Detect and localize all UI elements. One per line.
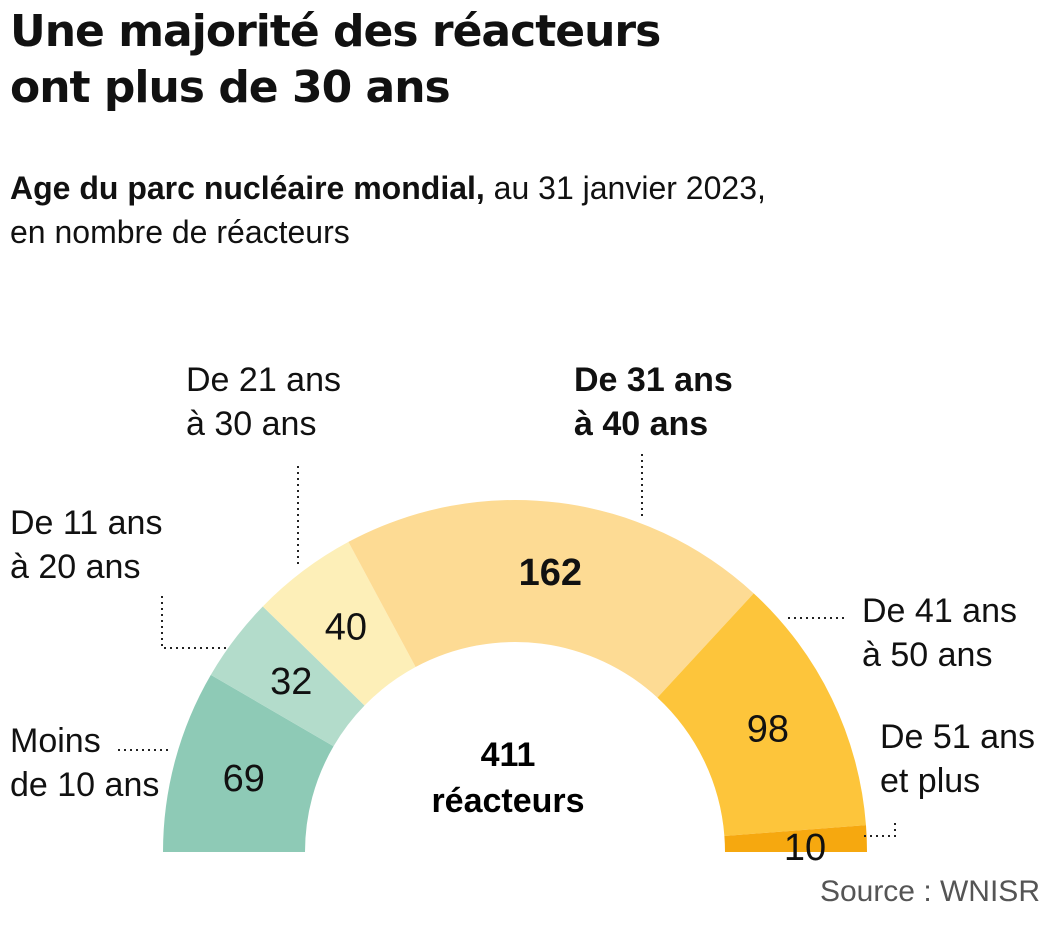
category-label-31-40: De 31 ans à 40 ans: [574, 361, 733, 443]
chart-value-labels: 69 32 40 162 98 10: [223, 552, 827, 869]
slice-51-plus: [724, 825, 868, 852]
subtitle-bold: Age du parc nucléaire mondial,: [10, 170, 485, 206]
center-unit: réacteurs: [431, 782, 584, 820]
source-note: Source : WNISR: [819, 875, 1040, 908]
category-label-51-plus: De 51 ans et plus: [880, 718, 1035, 800]
subtitle-line-2: en nombre de réacteurs: [10, 214, 350, 250]
category-label-41-50: De 41 ans à 50 ans: [862, 592, 1017, 674]
chart-leader-lines: [118, 454, 896, 837]
chart-category-labels: Moins de 10 ans De 11 ans à 20 ans De 21 ans…: [10, 361, 1035, 804]
category-label-21-30: De 21 ans à 30 ans: [186, 361, 341, 443]
value-label-51-plus: 10: [784, 827, 826, 869]
chart-slices: [163, 500, 868, 852]
slice-moins-10: [163, 674, 334, 852]
leader-line-51-plus: [864, 820, 896, 837]
value-label-21-30: 40: [325, 607, 367, 649]
center-total: 411: [481, 736, 536, 774]
subtitle-rest: au 31 janvier 2023,: [484, 170, 766, 206]
chart-subtitle: Age du parc nucléaire mondial, au 31 jan…: [10, 166, 1010, 254]
slice-31-40: [348, 500, 754, 698]
slice-41-50: [657, 593, 866, 836]
value-label-moins-10: 69: [223, 758, 265, 800]
value-label-31-40: 162: [519, 552, 582, 594]
category-label-moins-10: Moins de 10 ans: [10, 722, 159, 804]
value-label-11-20: 32: [270, 661, 312, 703]
slice-21-30: [262, 541, 416, 706]
title-line-2: ont plus de 30 ans: [10, 62, 451, 113]
chart-title: Une majorité des réacteurs ont plus de 30…: [10, 4, 1010, 116]
value-label-41-50: 98: [747, 709, 789, 751]
leader-line-11-20: [161, 596, 228, 649]
slice-11-20: [210, 606, 365, 747]
title-line-1: Une majorité des réacteurs: [10, 6, 661, 57]
category-label-11-20: De 11 ans à 20 ans: [10, 504, 162, 586]
